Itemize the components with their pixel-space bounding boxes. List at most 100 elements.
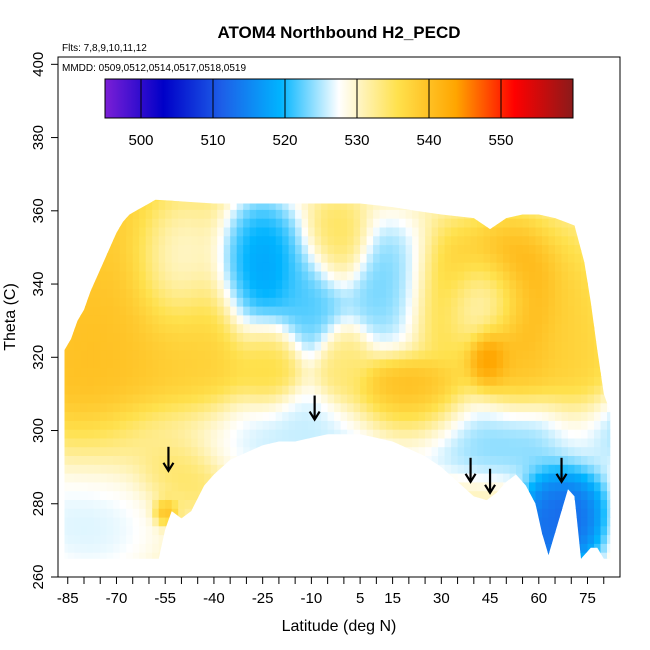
heatmap-cell (334, 200, 342, 210)
heatmap-cell (191, 481, 199, 492)
heatmap-cell (431, 341, 439, 351)
heatmap-cell (548, 341, 556, 351)
heatmap-cell (587, 499, 595, 509)
heatmap-cell (139, 429, 147, 439)
heatmap-cell (373, 199, 381, 202)
heatmap-cell (165, 385, 173, 395)
heatmap-cell (132, 516, 140, 527)
heatmap-cell (243, 508, 251, 518)
heatmap-cell (483, 332, 491, 342)
heatmap-cell (243, 499, 251, 509)
heatmap-cell (360, 516, 368, 527)
heatmap-cell (392, 543, 400, 553)
heatmap-cell (529, 429, 537, 439)
heatmap-cell (100, 437, 108, 448)
heatmap-cell (145, 209, 153, 219)
heatmap-cell (516, 464, 524, 474)
heatmap-cell (262, 341, 270, 351)
heatmap-cell (587, 420, 595, 430)
heatmap-cell (353, 350, 361, 360)
heatmap-cell (301, 200, 309, 210)
heatmap-cell (600, 209, 608, 219)
heatmap-cell (132, 508, 140, 518)
heatmap-cell (314, 464, 322, 474)
heatmap-cell (74, 218, 82, 228)
heatmap-cell (145, 288, 153, 298)
heatmap-cell (74, 525, 82, 536)
heatmap-cell (509, 446, 517, 456)
heatmap-cell (542, 297, 550, 307)
heatmap-cell (568, 244, 576, 254)
heatmap-cell (464, 420, 472, 430)
heatmap-cell (256, 464, 264, 474)
heatmap-cell (561, 481, 569, 492)
heatmap-cell (574, 323, 582, 333)
heatmap-cell (295, 323, 303, 333)
heatmap-cell (275, 508, 283, 518)
heatmap-cell (68, 561, 75, 570)
heatmap-cell (74, 226, 82, 237)
heatmap-cell (418, 481, 426, 492)
heatmap-cell (600, 376, 608, 386)
heatmap-cell (470, 297, 478, 307)
heatmap-cell (126, 314, 134, 325)
heatmap-cell (308, 376, 316, 386)
heatmap-cell (80, 420, 88, 430)
heatmap-cell (295, 508, 303, 518)
heatmap-column (87, 199, 95, 559)
heatmap-cell (308, 446, 316, 456)
heatmap-cell (171, 199, 179, 202)
heatmap-cell (490, 244, 498, 254)
heatmap-cell (334, 411, 342, 421)
heatmap-cell (600, 235, 608, 246)
heatmap-cell (529, 402, 537, 413)
heatmap-cell (425, 218, 433, 228)
heatmap-cell (87, 464, 95, 474)
heatmap-cell (581, 411, 589, 421)
heatmap-cell (145, 262, 153, 272)
heatmap-cell (405, 464, 413, 474)
heatmap-cell (529, 199, 537, 202)
heatmap-cell (542, 516, 550, 527)
heatmap-cell (295, 446, 303, 456)
heatmap-cell (470, 402, 478, 413)
heatmap-cell (457, 508, 465, 518)
heatmap-cell (139, 446, 147, 456)
heatmap-cell (360, 455, 368, 465)
heatmap-cell (126, 350, 134, 360)
heatmap-cell (503, 199, 511, 202)
heatmap-cell (425, 420, 433, 430)
heatmap-cell (535, 552, 543, 559)
heatmap-cell (347, 446, 355, 456)
heatmap-cell (516, 209, 524, 219)
heatmap-cell (535, 253, 543, 263)
heatmap-cell (386, 420, 394, 430)
heatmap-cell (158, 279, 166, 289)
heatmap-cell (295, 385, 303, 395)
heatmap-cell (340, 218, 348, 228)
heatmap-cell (470, 253, 478, 263)
heatmap-cell (464, 561, 471, 570)
heatmap-cell (327, 437, 335, 448)
heatmap-cell (327, 253, 335, 263)
heatmap-cell (165, 508, 173, 518)
heatmap-cell (64, 332, 69, 342)
heatmap-cell (314, 358, 322, 369)
heatmap-cell (80, 508, 88, 518)
heatmap-cell (159, 561, 166, 570)
heatmap-cell (405, 288, 413, 298)
heatmap-cell (444, 270, 452, 281)
heatmap-cell (165, 306, 173, 316)
heatmap-cell (477, 279, 485, 289)
heatmap-cell (503, 376, 511, 386)
heatmap-cell (535, 429, 543, 439)
heatmap-cell (100, 235, 108, 246)
heatmap-cell (561, 358, 569, 369)
heatmap-cell (139, 508, 147, 518)
heatmap-cell (360, 341, 368, 351)
heatmap-cell (496, 306, 504, 316)
heatmap-cell (503, 367, 511, 377)
heatmap-cell (444, 288, 452, 298)
heatmap-cell (132, 420, 140, 430)
heatmap-cell (555, 323, 563, 333)
